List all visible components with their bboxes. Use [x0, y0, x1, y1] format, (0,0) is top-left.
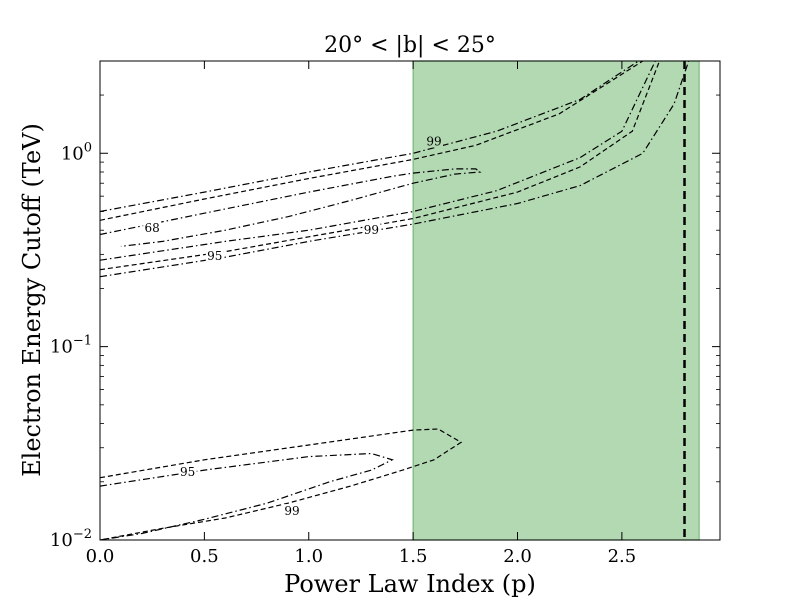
contour-line-8 — [100, 452, 394, 540]
contour-labels-layer: 99 68 95 99 95 99 — [143, 134, 444, 518]
x-tick-label: 0.0 — [86, 546, 115, 567]
contour-line-7 — [100, 428, 463, 540]
ticks-layer: 0.0 0.5 1.0 1.5 2.0 2.5 10−2 10−1 100 — [50, 60, 720, 567]
plot-frame — [99, 60, 721, 541]
contour-label-bg — [425, 134, 444, 148]
contour-line-6 — [100, 61, 690, 278]
contour-label-bg — [283, 504, 302, 518]
contour-label-bg — [362, 223, 381, 237]
x-tick-label: 0.5 — [190, 546, 219, 567]
y-axis-label: Electron Energy Cutoff (TeV) — [18, 123, 46, 477]
contour-line-3 — [100, 168, 482, 247]
y-tick-label: 10−1 — [50, 334, 92, 358]
contour-label: 95 — [207, 249, 222, 263]
contour-line-2 — [100, 61, 644, 221]
x-tick-label: 1.5 — [399, 546, 428, 567]
contour-label-bg — [205, 248, 224, 262]
chart-title: 20° < |b| < 25° — [324, 33, 496, 58]
contour-line-1 — [100, 61, 639, 213]
y-tick-label: 10−2 — [50, 527, 92, 551]
contour-label: 99 — [426, 135, 441, 149]
x-axis-label: Power Law Index (p) — [284, 570, 536, 598]
contour-line-4 — [100, 61, 656, 261]
contour-label: 99 — [364, 223, 379, 237]
x-tick-label: 2.5 — [608, 546, 637, 567]
y-tick-label: 100 — [61, 140, 92, 164]
contour-label: 99 — [284, 504, 299, 518]
contour-label-bg — [143, 221, 162, 235]
contour-label: 95 — [180, 465, 195, 479]
contour-lines-layer — [100, 61, 690, 540]
contour-line-5 — [100, 61, 661, 271]
x-tick-label: 2.0 — [503, 546, 532, 567]
x-tick-label: 1.0 — [294, 546, 323, 567]
contour-label: 68 — [145, 221, 160, 235]
contour-label-bg — [178, 464, 197, 478]
